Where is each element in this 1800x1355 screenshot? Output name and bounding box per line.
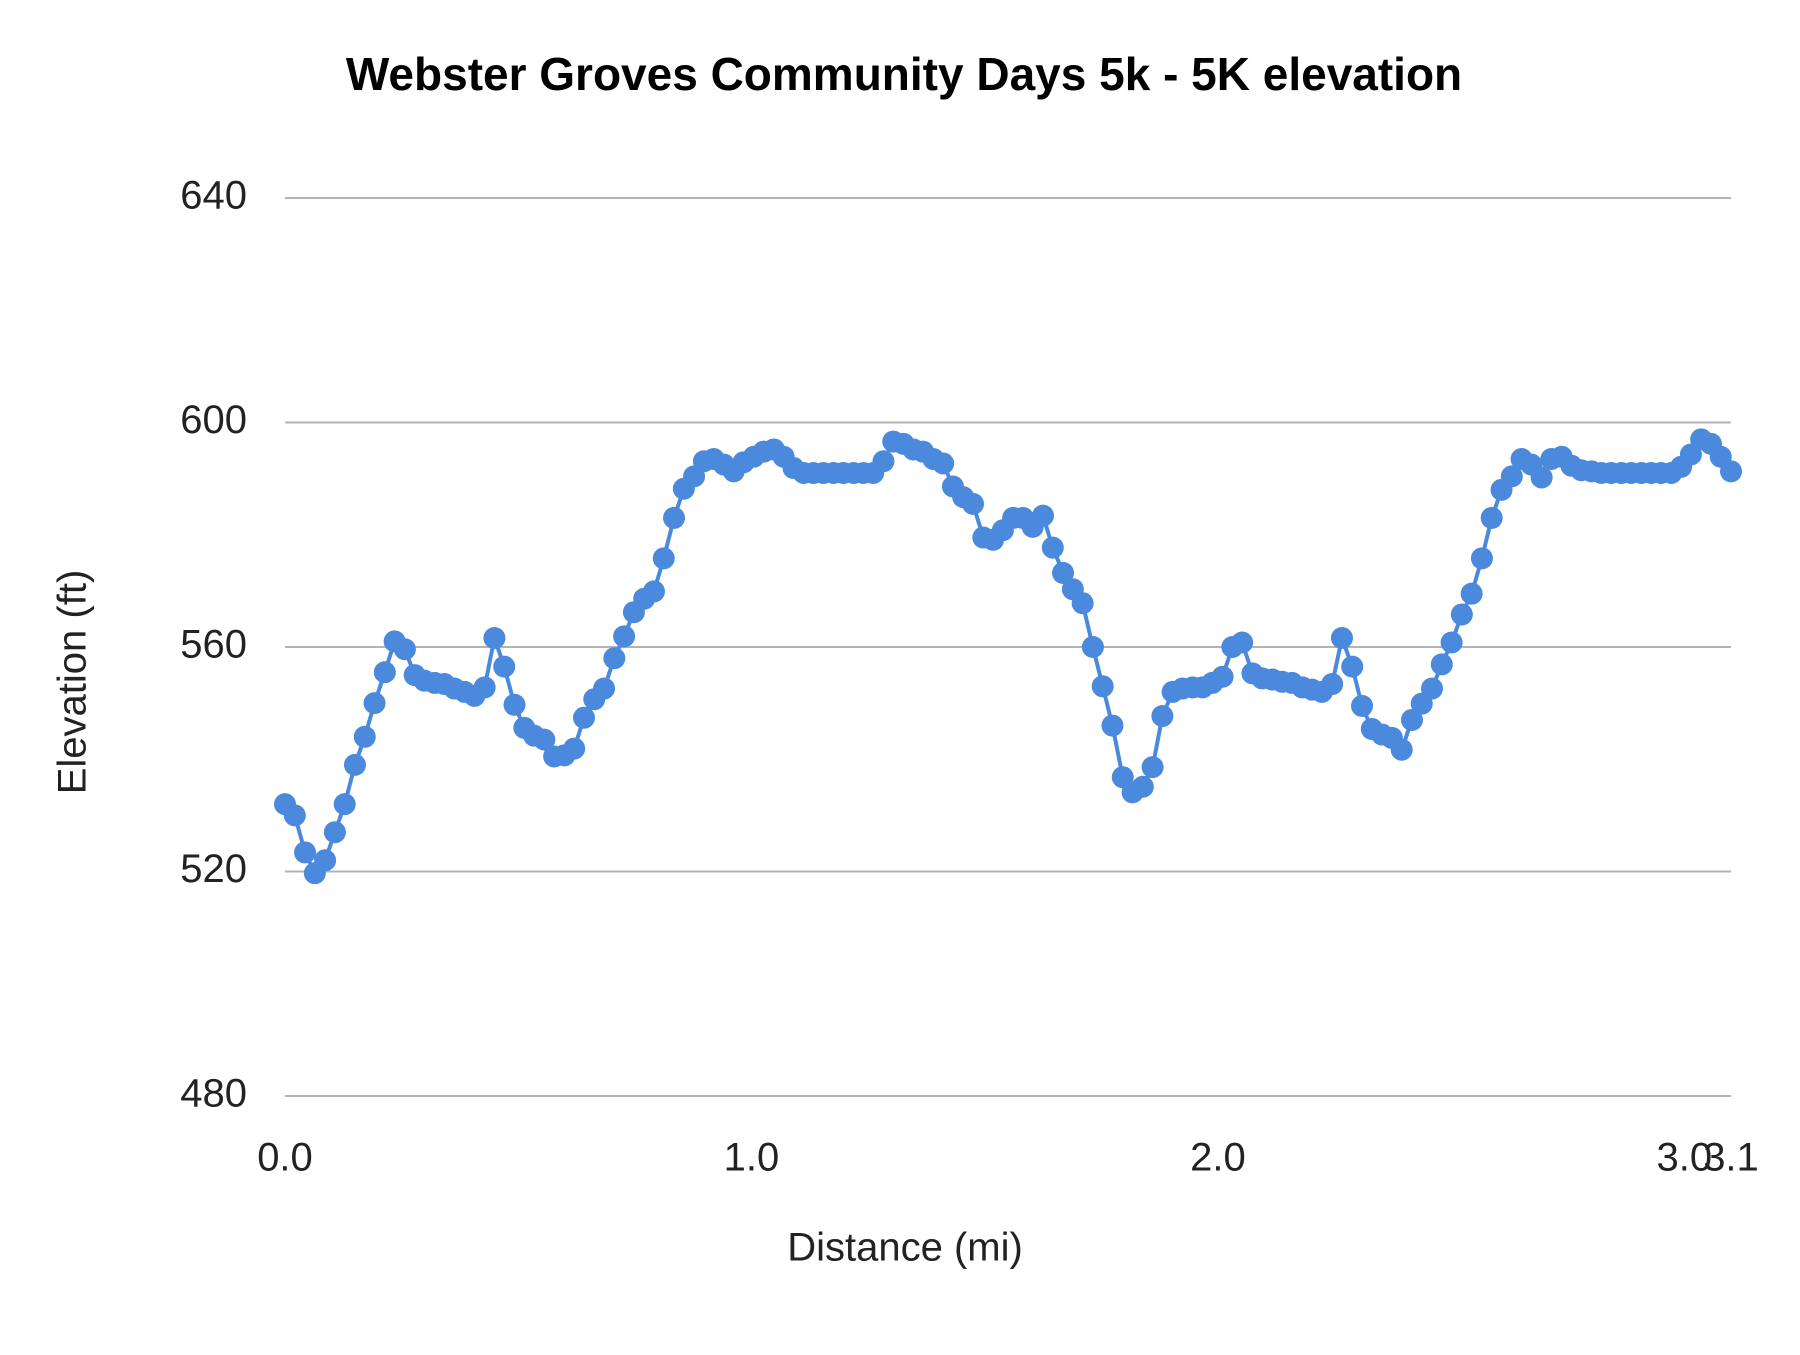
- data-point: [1341, 655, 1364, 678]
- data-point: [1101, 714, 1124, 737]
- data-point: [603, 647, 626, 670]
- data-point: [613, 625, 636, 648]
- y-axis-label: Elevation (ft): [51, 570, 95, 795]
- data-point: [572, 706, 595, 729]
- data-point: [1440, 631, 1463, 654]
- data-point: [473, 676, 496, 699]
- data-point: [1421, 677, 1444, 700]
- data-point: [343, 753, 366, 776]
- data-point: [1530, 466, 1553, 489]
- data-point: [1141, 756, 1164, 779]
- data-point: [1470, 547, 1493, 570]
- data-point: [1330, 627, 1353, 650]
- data-point: [563, 737, 586, 760]
- data-point: [652, 547, 675, 570]
- data-point: [314, 849, 337, 872]
- y-tick-label: 520: [180, 847, 247, 891]
- x-axis-label: Distance (mi): [787, 1226, 1023, 1270]
- data-point: [593, 677, 616, 700]
- y-tick-label: 640: [180, 174, 247, 218]
- data-point: [1041, 536, 1064, 559]
- data-point: [393, 638, 416, 661]
- data-point: [353, 725, 376, 748]
- data-point: [1091, 675, 1114, 698]
- data-point: [1071, 592, 1094, 615]
- data-point: [533, 728, 556, 751]
- data-point: [1351, 694, 1374, 717]
- data-point: [962, 492, 985, 515]
- data-point: [1151, 705, 1174, 728]
- x-tick-label: 3.1: [1703, 1136, 1759, 1180]
- data-point: [1430, 653, 1453, 676]
- data-point: [663, 506, 686, 529]
- y-tick-label: 480: [180, 1072, 247, 1116]
- data-point: [1031, 504, 1054, 527]
- data-point: [1081, 636, 1104, 658]
- data-point: [1480, 506, 1503, 529]
- data-point: [932, 452, 955, 475]
- y-tick-label: 560: [180, 623, 247, 667]
- data-point: [283, 804, 306, 827]
- data-point: [1231, 631, 1254, 654]
- data-point: [1460, 582, 1483, 605]
- y-tick-label: 600: [180, 398, 247, 442]
- x-tick-label: 3.0: [1657, 1136, 1713, 1180]
- data-point: [294, 841, 317, 864]
- x-tick-label: 2.0: [1190, 1136, 1246, 1180]
- x-tick-label: 0.0: [257, 1136, 313, 1180]
- data-point: [1131, 775, 1154, 798]
- data-point: [1500, 465, 1523, 488]
- data-point: [1400, 708, 1423, 731]
- data-point: [323, 821, 346, 844]
- chart-title: Webster Groves Community Days 5k - 5K el…: [346, 48, 1462, 100]
- data-point: [1052, 561, 1075, 584]
- data-point: [493, 655, 516, 678]
- data-point: [483, 627, 506, 650]
- data-point: [373, 661, 396, 684]
- data-point: [503, 693, 526, 716]
- data-point: [1390, 738, 1413, 761]
- data-point: [363, 692, 386, 715]
- x-tick-label: 1.0: [724, 1136, 780, 1180]
- data-point: [1720, 460, 1742, 483]
- data-point: [1211, 665, 1234, 688]
- data-point: [333, 793, 356, 816]
- data-point: [1450, 603, 1473, 626]
- data-point: [642, 580, 665, 603]
- data-point: [872, 450, 895, 473]
- data-point: [1321, 673, 1344, 696]
